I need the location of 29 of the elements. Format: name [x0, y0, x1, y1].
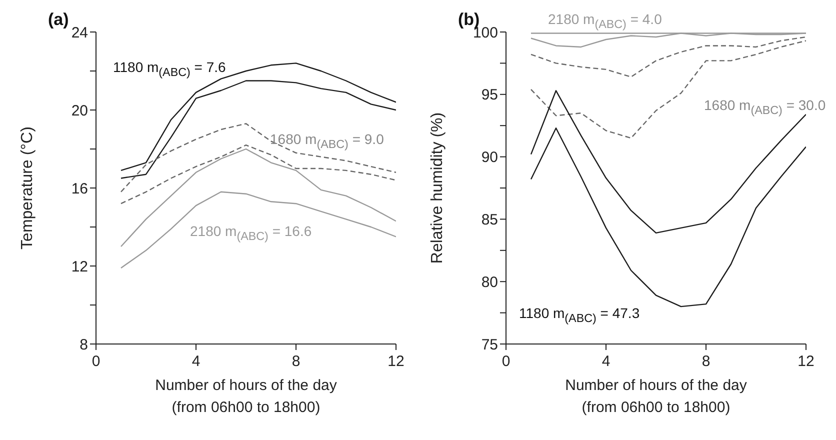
y-tick-label: 95 [481, 86, 498, 104]
y-axis-title: Temperature (°C) [19, 126, 36, 250]
y-tick-label: 80 [481, 274, 498, 291]
y-tick-label: 12 [71, 258, 88, 276]
y-tick-label: 85 [481, 212, 498, 229]
x-tick-label: 8 [292, 353, 300, 370]
x-tick-label: 4 [192, 353, 200, 370]
y-tick-label: 90 [481, 149, 498, 166]
y-tick-label: 75 [481, 336, 498, 354]
x-tick-label: 4 [602, 353, 610, 370]
y-axis-title: Relative humidity (%) [429, 112, 446, 264]
y-tick-label: 24 [71, 24, 88, 42]
annotation: 1680 m$_{(ABC)}$ = 30.0 [704, 96, 826, 119]
x-tick-label: 0 [502, 353, 510, 370]
x-axis-title: Number of hours of the day (from 06h00 to 18h00) [155, 377, 338, 416]
x-tick-label: 8 [702, 353, 710, 370]
annotation: 2180 m$_{(ABC)}$ = 16.6 [190, 222, 312, 245]
text: 2180 m$_{(ABC)}$ = 4.0 [548, 10, 662, 33]
y-tick-label: 16 [71, 180, 88, 198]
annotation: 1180 m$_{(ABC)}$ = 7.6 [113, 58, 226, 81]
y-tick-label: 20 [71, 102, 88, 120]
x-tick-label: 12 [798, 353, 814, 370]
y-tick-label: 8 [80, 336, 88, 354]
x-tick-label: 0 [92, 353, 100, 370]
annotation: 1180 m$_{(ABC)}$ = 47.3 [519, 304, 640, 327]
x-axis-title: Number of hours of the day (from 06h00 to 18h00) [565, 377, 748, 416]
annotation: 1680 m$_{(ABC)}$ = 9.0 [270, 130, 384, 153]
chart-title: (a) [48, 10, 69, 30]
x-tick-label: 12 [388, 353, 404, 370]
